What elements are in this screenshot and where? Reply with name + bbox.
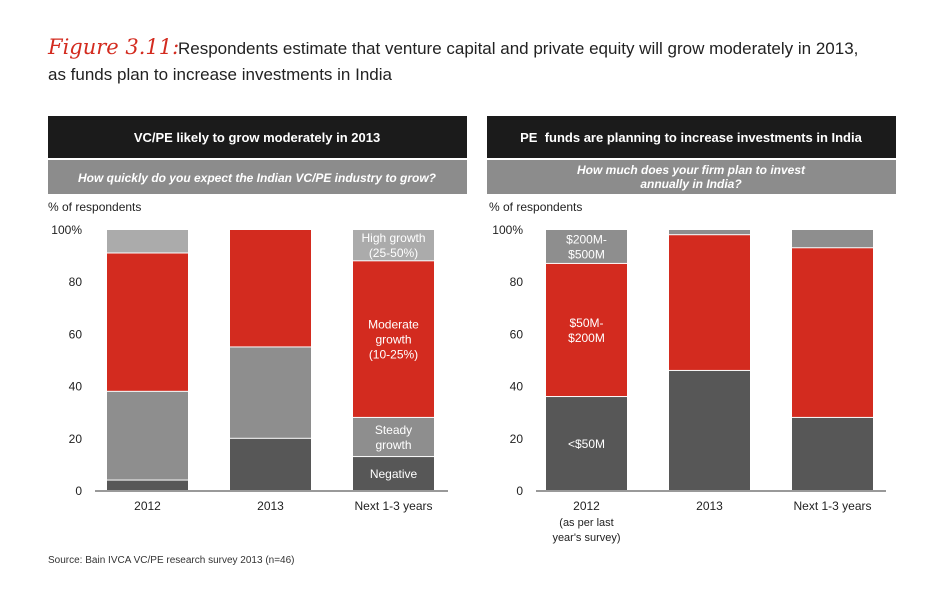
left-ylabel: % of respondents (48, 200, 141, 214)
left-ytick-label: 100% (51, 223, 82, 237)
left-segment-label: Moderate (368, 318, 419, 332)
left-bar-2013-steady-growth (230, 347, 311, 438)
left-panel-title: VC/PE likely to grow moderately in 2013 (134, 130, 380, 145)
left-bar-2012-negative (107, 480, 188, 490)
left-ytick-label: 60 (69, 327, 83, 341)
left-segment-label: Steady (375, 423, 412, 437)
left-bar-next-1-3-years-high-growth-25-50 (353, 230, 434, 261)
right-ytick-label: 80 (510, 275, 524, 289)
left-bar-2013-moderate-growth-10-25 (230, 230, 311, 347)
right-question-line2: annually in India? (640, 177, 742, 191)
left-segment-label: (25-50%) (369, 246, 418, 260)
left-question: How quickly do you expect the Indian VC/… (78, 171, 437, 185)
right-ytick-label: 0 (516, 484, 523, 498)
left-bar-2012-moderate-growth-10-25 (107, 253, 188, 391)
left-ytick-label: 20 (69, 432, 83, 446)
left-panel: VC/PE likely to grow moderately in 2013 … (48, 116, 467, 513)
right-panel-title-bar (487, 116, 896, 158)
left-bar-2012-high-growth-25-50 (107, 230, 188, 253)
left-bar-next-1-3-years-steady-growth (353, 417, 434, 457)
left-bar-next-1-3-years-negative (353, 457, 434, 490)
right-segment-label: $200M (568, 331, 605, 345)
left-segment-label: growth (375, 438, 411, 452)
right-panel-title: PE funds are planning to increase invest… (520, 130, 862, 145)
right-bar-2013-50m-200m (669, 235, 750, 370)
right-segment-label: $500M (568, 247, 605, 261)
source-note: Source: Bain IVCA VC/PE research survey … (48, 555, 295, 566)
right-question-line1: How much does your firm plan to invest (577, 163, 806, 177)
right-bar-next-1-3-years-200m-500m (792, 230, 873, 248)
left-ytick-label: 40 (69, 380, 83, 394)
left-ytick-label: 80 (69, 275, 83, 289)
left-bar-2013-negative (230, 438, 311, 490)
right-panel: PE funds are planning to increase invest… (487, 116, 896, 544)
left-bar-2012-steady-growth (107, 391, 188, 480)
right-xtick-sublabel: (as per last (559, 517, 613, 529)
right-bar-2012-50m (546, 397, 627, 490)
left-xtick-label: 2013 (257, 499, 284, 513)
left-panel-title-bar (48, 116, 467, 158)
right-bar-2013-50m (669, 370, 750, 490)
figure-title-line2: as funds plan to increase investments in… (48, 65, 393, 84)
right-segment-label: <$50M (568, 437, 605, 451)
right-plot-area: 0 20 40 60 80 100% 2012 (as per last year's surv… (492, 223, 886, 544)
right-bar-2012-50m-200m (546, 263, 627, 397)
right-ylabel: % of respondents (489, 200, 582, 214)
left-segment-label: Negative (370, 467, 418, 481)
right-ytick-label: 20 (510, 432, 524, 446)
left-ytick-label: 0 (75, 484, 82, 498)
left-question-bar (48, 160, 467, 194)
right-bar-2012-200m-500m (546, 230, 627, 263)
left-bar-next-1-3-years-moderate-growth-10-25 (353, 261, 434, 417)
right-bar-next-1-3-years-50m-200m (792, 248, 873, 417)
right-bar-2013-200m-500m (669, 230, 750, 235)
right-question-bar (487, 160, 896, 194)
right-ytick-label: 60 (510, 327, 524, 341)
right-xtick-label: 2013 (696, 499, 723, 513)
right-bar-next-1-3-years-50m (792, 417, 873, 490)
right-ytick-label: 40 (510, 380, 524, 394)
right-segment-label: $200M- (566, 232, 607, 246)
right-ytick-label: 100% (492, 223, 523, 237)
left-xtick-label: Next 1-3 years (354, 499, 432, 513)
figure-label: Figure 3.11: (47, 35, 179, 59)
figure-title-line1: Respondents estimate that venture capita… (178, 39, 858, 58)
right-segment-label: $50M- (569, 316, 603, 330)
left-segment-label: High growth (361, 231, 425, 245)
right-xtick-label: Next 1-3 years (793, 499, 871, 513)
right-xtick-sublabel: year's survey) (552, 532, 620, 544)
right-xtick-label: 2012 (573, 499, 600, 513)
left-plot-area: 0 20 40 60 80 100% 2012 2013 Next 1-3 years High … (51, 223, 448, 513)
left-segment-label: growth (375, 333, 411, 347)
left-xtick-label: 2012 (134, 499, 161, 513)
left-segment-label: (10-25%) (369, 348, 418, 362)
